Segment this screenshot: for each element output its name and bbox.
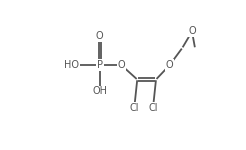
Text: P: P <box>97 60 103 70</box>
Text: Cl: Cl <box>148 103 158 113</box>
Text: O: O <box>166 60 173 70</box>
Text: HO: HO <box>64 60 79 70</box>
Text: Cl: Cl <box>129 103 139 113</box>
Text: O: O <box>188 27 196 36</box>
Text: OH: OH <box>92 87 107 96</box>
Text: O: O <box>118 60 125 70</box>
Text: O: O <box>96 31 104 41</box>
